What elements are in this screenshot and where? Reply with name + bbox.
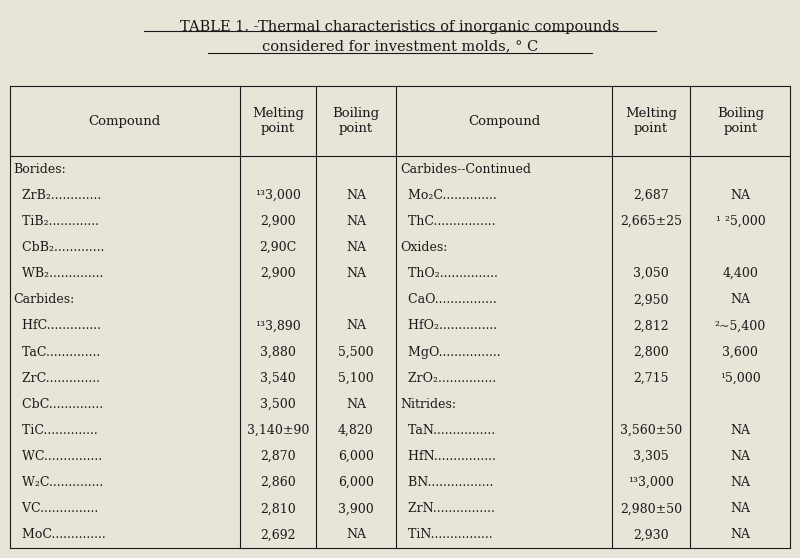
Text: Carbides--Continued: Carbides--Continued: [400, 163, 531, 176]
Text: 2,665±25: 2,665±25: [620, 215, 682, 228]
Text: TiN................: TiN................: [400, 528, 493, 541]
Text: CbB₂.............: CbB₂.............: [14, 241, 104, 254]
Text: NA: NA: [346, 215, 366, 228]
Text: 2,930: 2,930: [634, 528, 669, 541]
Text: Mo₂C..............: Mo₂C..............: [400, 189, 497, 202]
Text: NA: NA: [346, 241, 366, 254]
Text: HfN................: HfN................: [400, 450, 496, 463]
Text: NA: NA: [730, 189, 750, 202]
Text: Compound: Compound: [468, 115, 540, 128]
Text: BN.................: BN.................: [400, 476, 494, 489]
Text: Boiling
point: Boiling point: [333, 107, 379, 136]
Text: ThO₂...............: ThO₂...............: [400, 267, 498, 280]
Text: 2,860: 2,860: [260, 476, 296, 489]
Text: NA: NA: [346, 528, 366, 541]
Text: WC...............: WC...............: [14, 450, 102, 463]
Text: NA: NA: [346, 189, 366, 202]
Text: ¹³3,000: ¹³3,000: [255, 189, 301, 202]
Text: Borides:: Borides:: [14, 163, 66, 176]
Text: 2,810: 2,810: [260, 502, 296, 515]
Text: 2,812: 2,812: [634, 320, 669, 333]
Text: MgO................: MgO................: [400, 345, 501, 359]
Text: ¹5,000: ¹5,000: [720, 372, 761, 384]
Text: 3,600: 3,600: [722, 345, 758, 359]
Text: ¹³3,890: ¹³3,890: [255, 320, 301, 333]
Text: Carbides:: Carbides:: [14, 294, 75, 306]
Text: 2,90C: 2,90C: [259, 241, 297, 254]
Text: 2,692: 2,692: [260, 528, 296, 541]
Text: WB₂..............: WB₂..............: [14, 267, 103, 280]
Text: W₂C..............: W₂C..............: [14, 476, 103, 489]
Text: 2,900: 2,900: [260, 215, 296, 228]
Text: NA: NA: [346, 398, 366, 411]
Text: NA: NA: [730, 502, 750, 515]
Text: ²~5,400: ²~5,400: [714, 320, 766, 333]
Text: 2,870: 2,870: [260, 450, 296, 463]
Text: NA: NA: [730, 424, 750, 437]
Text: 2,980±50: 2,980±50: [620, 502, 682, 515]
Text: TiB₂.............: TiB₂.............: [14, 215, 98, 228]
Text: NA: NA: [730, 528, 750, 541]
Text: TaN................: TaN................: [400, 424, 495, 437]
Text: 5,500: 5,500: [338, 345, 374, 359]
Text: 2,687: 2,687: [634, 189, 669, 202]
Text: CaO................: CaO................: [400, 294, 497, 306]
Text: Boiling
point: Boiling point: [717, 107, 764, 136]
Text: Nitrides:: Nitrides:: [400, 398, 456, 411]
Text: NA: NA: [346, 320, 366, 333]
Text: Melting
point: Melting point: [626, 107, 677, 136]
Text: 5,100: 5,100: [338, 372, 374, 384]
Text: TABLE 1. -Thermal characteristics of inorganic compounds: TABLE 1. -Thermal characteristics of ino…: [180, 20, 620, 33]
Text: TaC..............: TaC..............: [14, 345, 100, 359]
Text: ThC................: ThC................: [400, 215, 495, 228]
Text: considered for investment molds, ° C: considered for investment molds, ° C: [262, 39, 538, 53]
Text: 2,950: 2,950: [634, 294, 669, 306]
Text: HfC..............: HfC..............: [14, 320, 101, 333]
Text: ZrC..............: ZrC..............: [14, 372, 99, 384]
Text: 6,000: 6,000: [338, 450, 374, 463]
Text: NA: NA: [730, 294, 750, 306]
Text: 4,820: 4,820: [338, 424, 374, 437]
Text: 3,050: 3,050: [634, 267, 669, 280]
Text: TiC..............: TiC..............: [14, 424, 98, 437]
Text: HfO₂...............: HfO₂...............: [400, 320, 497, 333]
Text: 4,400: 4,400: [722, 267, 758, 280]
Text: NA: NA: [730, 476, 750, 489]
Text: ZrO₂...............: ZrO₂...............: [400, 372, 496, 384]
Text: 3,900: 3,900: [338, 502, 374, 515]
Text: VC...............: VC...............: [14, 502, 98, 515]
Text: NA: NA: [346, 267, 366, 280]
Text: ZrB₂.............: ZrB₂.............: [14, 189, 101, 202]
Text: 3,880: 3,880: [260, 345, 296, 359]
Text: 2,715: 2,715: [634, 372, 669, 384]
Text: ¹³3,000: ¹³3,000: [628, 476, 674, 489]
Text: NA: NA: [730, 450, 750, 463]
Text: 3,305: 3,305: [634, 450, 669, 463]
Text: 3,560±50: 3,560±50: [620, 424, 682, 437]
Text: 3,500: 3,500: [260, 398, 296, 411]
Text: 6,000: 6,000: [338, 476, 374, 489]
Text: Melting
point: Melting point: [252, 107, 304, 136]
Text: 2,800: 2,800: [634, 345, 669, 359]
Text: 3,540: 3,540: [260, 372, 296, 384]
Text: 3,140±90: 3,140±90: [247, 424, 309, 437]
Text: CbC..............: CbC..............: [14, 398, 102, 411]
Text: Oxides:: Oxides:: [400, 241, 447, 254]
Text: Compound: Compound: [89, 115, 161, 128]
Text: ZrN................: ZrN................: [400, 502, 495, 515]
Text: ¹ ²5,000: ¹ ²5,000: [715, 215, 766, 228]
Text: 2,900: 2,900: [260, 267, 296, 280]
Text: MoC..............: MoC..............: [14, 528, 106, 541]
